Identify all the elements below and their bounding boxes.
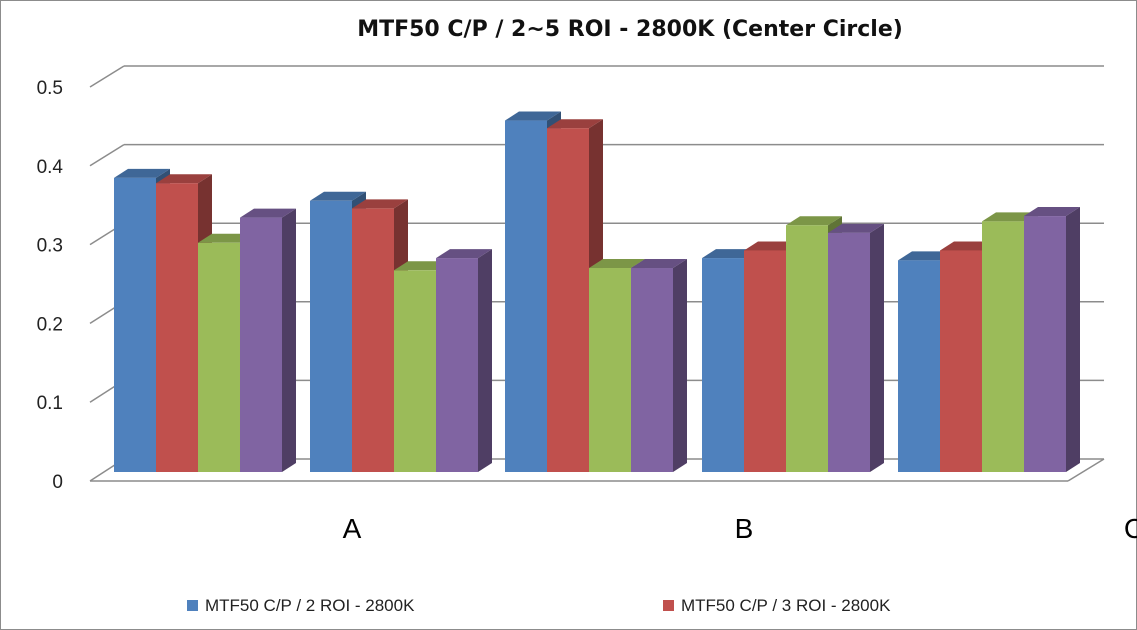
bar-front (240, 217, 282, 472)
bar-side (673, 259, 687, 472)
bar-top (310, 191, 366, 201)
bar-front (589, 268, 631, 472)
bar-front (982, 221, 1024, 472)
bar-front (198, 242, 240, 472)
bar-front (505, 120, 547, 472)
y-axis-ticks: 0 0.1 0.2 0.3 0.4 0.5 (37, 78, 64, 493)
bar-top (786, 216, 842, 226)
bar-front (394, 270, 436, 472)
bar-front (310, 200, 352, 472)
bar-front (940, 250, 982, 472)
bar-top (505, 111, 561, 121)
x-axis-categories: ABCDE (343, 513, 1137, 544)
y-tick-label: 0.2 (37, 314, 63, 335)
bar-top (547, 119, 603, 129)
bar-front (744, 250, 786, 472)
x-category-label: B (735, 513, 754, 544)
bars (114, 111, 1080, 473)
bar-front (631, 268, 673, 472)
bar-front (828, 232, 870, 472)
bar-side (478, 249, 492, 472)
bar-front (1024, 216, 1066, 472)
legend-label: MTF50 C/P / 2 ROI - 2800K (205, 596, 415, 615)
bar-front (114, 177, 156, 473)
bar-top (156, 174, 212, 184)
bar-top (114, 168, 170, 178)
bar-top (631, 259, 687, 269)
legend-label: MTF50 C/P / 3 ROI - 2800K (681, 596, 891, 615)
bar-front (352, 208, 394, 473)
bar-side (870, 223, 884, 472)
bar-top (828, 223, 884, 233)
y-tick-label: 0.3 (37, 236, 63, 257)
bar-D-series-4 (828, 223, 884, 472)
x-category-label: C (1124, 513, 1137, 544)
bar-A-series-4 (240, 208, 296, 472)
legend-swatch (663, 600, 674, 611)
bar-front (156, 183, 198, 472)
y-tick-label: 0 (52, 472, 63, 493)
gridline-diagonal (89, 143, 125, 167)
bar-B-series-4 (436, 249, 492, 472)
bar-front (786, 225, 828, 472)
bar-front (702, 258, 744, 472)
bar-top (589, 259, 645, 269)
bar-front (898, 260, 940, 472)
bar-side (282, 208, 296, 472)
y-tick-label: 0.1 (37, 393, 63, 414)
legend-swatch (187, 600, 198, 611)
bar-C-series-4 (631, 259, 687, 472)
bar-top (352, 199, 408, 209)
bar-E-series-4 (1024, 207, 1080, 472)
chart-title: MTF50 C/P / 2~5 ROI - 2800K (Center Circ… (357, 17, 903, 42)
bar-front (547, 128, 589, 472)
bar-top (1024, 207, 1080, 217)
y-tick-label: 0.4 (37, 157, 64, 178)
bar-front (436, 258, 478, 472)
bar-top (436, 249, 492, 259)
x-category-label: A (343, 513, 362, 544)
bar-top (240, 208, 296, 218)
gridline-diagonal (89, 65, 125, 88)
bar-side (1066, 207, 1080, 472)
y-tick-label: 0.5 (37, 78, 63, 99)
legend: MTF50 C/P / 2 ROI - 2800K MTF50 C/P / 3 R… (187, 596, 891, 615)
floor-right-edge (1067, 458, 1105, 482)
